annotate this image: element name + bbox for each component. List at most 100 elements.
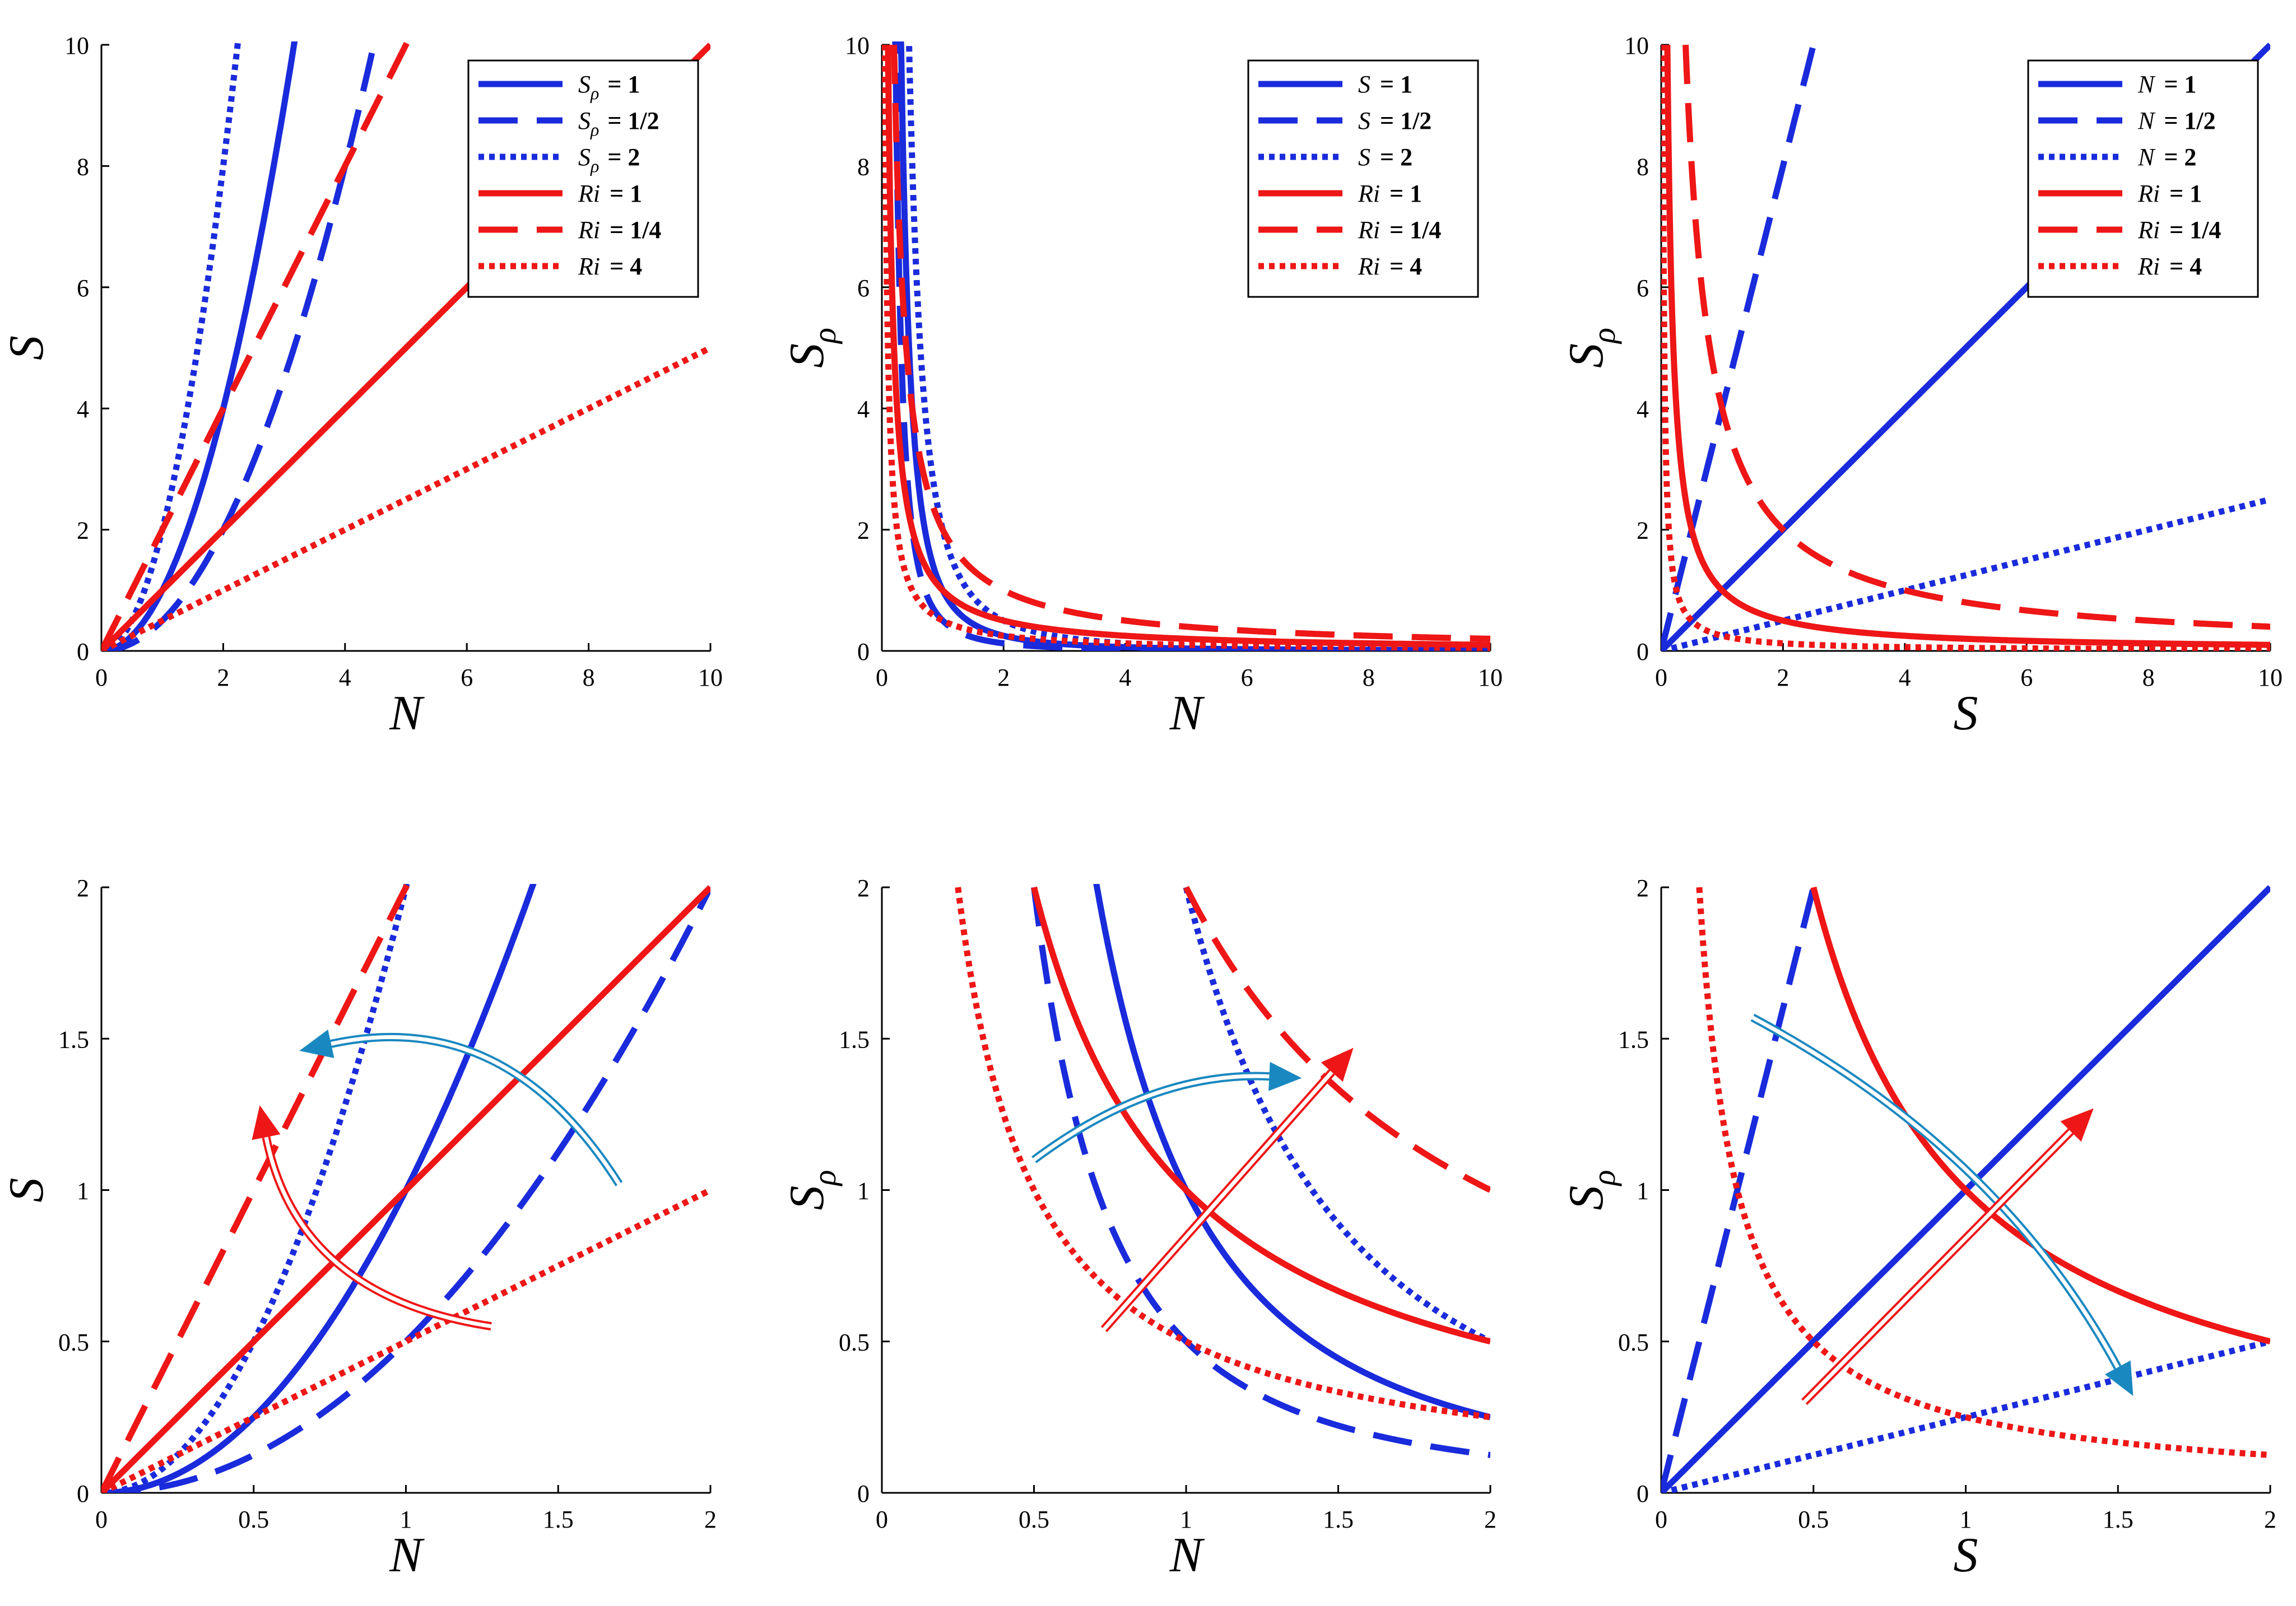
legend-label-2: S = 2 (1358, 143, 1412, 171)
y-tick-label: 2 (77, 517, 89, 544)
x-tick-label: 2 (997, 664, 1010, 691)
y-tick-label: 0 (77, 638, 89, 665)
x-axis-label: N (389, 1528, 425, 1582)
y-tick-label: 0 (857, 638, 870, 665)
trend-arrow-0 (299, 1030, 623, 1186)
series-line-4 (891, 44, 1490, 642)
legend: Sρ = 1 Sρ = 1/2 Sρ = 2 Ri = 1 Ri = 1/4 Ri = 4 (467, 59, 699, 298)
y-tick-label: 0 (77, 1480, 89, 1507)
legend-label-1: S = 1/2 (1358, 107, 1431, 134)
x-tick-label: 0 (95, 664, 108, 691)
x-axis-label: S (1954, 686, 1978, 741)
x-axis-label: N (1169, 1528, 1205, 1582)
y-tick-label: 1 (1637, 1177, 1649, 1205)
x-tick-label: 0 (95, 1506, 108, 1533)
series-line-0 (101, 884, 537, 1493)
y-tick-label: 1 (857, 1177, 870, 1205)
arrow-head (252, 1105, 281, 1141)
y-tick-label: 2 (857, 874, 870, 902)
x-tick-label: 8 (583, 664, 595, 691)
y-tick-label: 10 (64, 32, 89, 59)
x-tick-label: 1 (1180, 1506, 1192, 1533)
series-line-3 (1664, 44, 2270, 648)
panel-p5: 0 0.5 1 1.5 2 0 0.5 1 1.5 2 N Sρ (780, 874, 1496, 1582)
panel-p6: 0 0.5 1 1.5 2 0 0.5 1 1.5 2 S Sρ (1559, 874, 2276, 1582)
x-tick-label: 1.5 (2103, 1506, 2134, 1533)
series-line-1 (892, 41, 1490, 651)
y-tick-label: 8 (1637, 153, 1649, 180)
x-tick-label: 2 (2264, 1506, 2276, 1533)
legend-label-1: Sρ = 1/2 (578, 107, 659, 139)
y-tick-label: 2 (857, 517, 870, 544)
trend-arrow-0 (1750, 1013, 2134, 1396)
y-axis-label: Sρ (780, 1170, 843, 1211)
x-tick-label: 1.5 (543, 1506, 574, 1533)
x-tick-label: 4 (1119, 664, 1131, 691)
trend-arrow-0 (1031, 1062, 1302, 1163)
legend-label-2: N = 2 (2137, 143, 2196, 171)
y-axis-label: S (0, 1178, 54, 1203)
y-tick-label: 1 (77, 1177, 89, 1205)
y-tick-label: 2 (1637, 874, 1649, 902)
legend-label-4: Ri = 1/4 (578, 216, 661, 244)
y-tick-label: 4 (77, 395, 89, 423)
y-axis-label: Sρ (780, 328, 843, 368)
x-tick-label: 0 (876, 664, 888, 691)
x-tick-label: 1 (400, 1506, 412, 1533)
series-line-1 (1661, 41, 1818, 651)
y-tick-label: 6 (857, 274, 870, 302)
y-tick-label: 0 (857, 1480, 870, 1507)
series-line-1 (101, 41, 378, 651)
x-tick-label: 0.5 (1019, 1506, 1049, 1533)
series-line-1 (1031, 887, 1490, 1458)
legend-label-4: Ri = 1/4 (1358, 216, 1441, 244)
legend-label-4: Ri = 1/4 (2137, 216, 2221, 244)
x-tick-label: 0.5 (238, 1506, 269, 1533)
x-tick-label: 1.5 (1323, 1506, 1354, 1533)
series-line-5 (101, 345, 710, 651)
x-tick-label: 2 (704, 1506, 717, 1533)
panel-p4: 0 0.5 1 1.5 2 0 0.5 1 1.5 2 N S (0, 874, 717, 1582)
y-tick-label: 0 (1637, 1480, 1649, 1507)
y-tick-label: 6 (1637, 274, 1649, 302)
x-tick-label: 0 (876, 1506, 888, 1533)
series-line-3 (1031, 886, 1490, 1345)
trend-arrow-1 (252, 1105, 492, 1331)
panel-p1: 0 2 4 6 8 10 0 2 4 6 8 10 N S Sρ = 1 Sρ = 1/2 Sρ = 2 Ri =… (0, 32, 723, 741)
x-tick-label: 4 (1899, 664, 1911, 691)
legend-label-3: Ri = 1 (2137, 180, 2202, 207)
x-tick-label: 10 (1478, 664, 1503, 691)
x-tick-label: 0 (1655, 1506, 1667, 1533)
legend: S = 1 S = 1/2 S = 2 Ri = 1 Ri = 1/4 Ri = 4 (1247, 59, 1479, 298)
y-tick-label: 8 (857, 153, 870, 180)
y-tick-label: 2 (1637, 517, 1649, 544)
y-axis-label: S (0, 336, 54, 360)
y-tick-label: 0 (1637, 638, 1649, 665)
panel-p2: 0 2 4 6 8 10 0 2 4 6 8 10 N Sρ S = 1 S = 1/2 S = 2 Ri = 1… (780, 32, 1503, 741)
y-tick-label: 4 (857, 395, 870, 423)
trend-arrow-1 (1801, 1108, 2094, 1405)
y-axis-label: Sρ (1559, 1170, 1622, 1211)
legend-label-3: Ri = 1 (1358, 180, 1422, 207)
y-tick-label: 6 (77, 274, 89, 302)
x-tick-label: 6 (2020, 664, 2033, 691)
series-line-1 (1661, 886, 1817, 1493)
x-tick-label: 8 (1363, 664, 1375, 691)
y-tick-label: 2 (77, 874, 89, 902)
x-axis-label: S (1954, 1528, 1978, 1582)
legend-label-5: Ri = 4 (578, 253, 642, 280)
x-axis-label: N (389, 686, 425, 741)
x-tick-label: 6 (461, 664, 473, 691)
legend-label-0: N = 1 (2137, 71, 2196, 98)
y-tick-label: 0.5 (1618, 1329, 1649, 1356)
series-line-2 (1661, 496, 2270, 651)
y-tick-label: 1.5 (58, 1026, 89, 1053)
arrow-head (1321, 1048, 1354, 1082)
series-line-5 (955, 887, 1490, 1421)
x-tick-label: 8 (2142, 664, 2155, 691)
x-tick-label: 10 (2258, 664, 2283, 691)
legend-label-5: Ri = 4 (1358, 253, 1422, 280)
arrow-head (2060, 1108, 2094, 1142)
x-tick-label: 10 (698, 664, 723, 691)
